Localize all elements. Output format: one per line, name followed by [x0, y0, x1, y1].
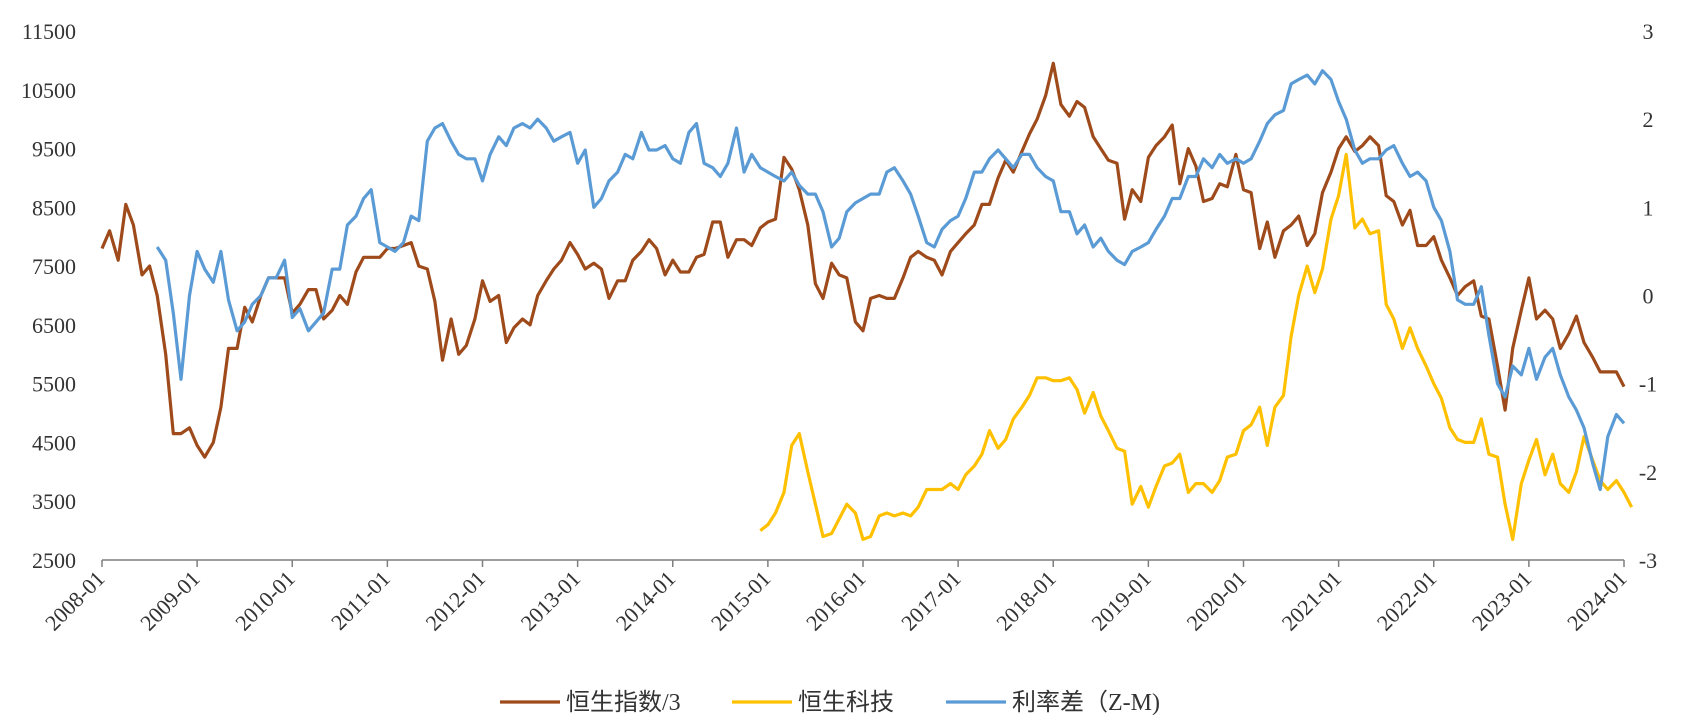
series-layer: [100, 61, 1634, 541]
x-tick-label: 2023-01: [1467, 566, 1537, 636]
right-tick-label: -3: [1639, 548, 1657, 573]
legend-label: 恒生指数/3: [566, 689, 681, 716]
legend-item-hsi: 恒生指数/3: [500, 689, 681, 716]
legend-item-hstech: 恒生科技: [732, 689, 894, 716]
x-tick-label: 2014-01: [611, 566, 681, 636]
left-tick-label: 11500: [22, 19, 76, 44]
x-tick-label: 2013-01: [516, 566, 586, 636]
left-tick-label: 6500: [32, 313, 76, 338]
right-tick-label: 2: [1643, 107, 1654, 132]
legend-label: 恒生科技: [798, 689, 894, 716]
left-tick-label: 9500: [32, 137, 76, 162]
left-tick-label: 4500: [32, 430, 76, 455]
x-tick-label: 2010-01: [230, 566, 300, 636]
x-tick-label: 2022-01: [1372, 566, 1442, 636]
left-tick-label: 7500: [32, 254, 76, 279]
right-tick-label: -1: [1639, 372, 1657, 397]
right-tick-label: 3: [1643, 19, 1654, 44]
left-tick-label: 5500: [32, 372, 76, 397]
x-tick-label: 2015-01: [706, 566, 776, 636]
right-tick-label: -2: [1639, 460, 1657, 485]
series-line-hsi: [100, 61, 1626, 459]
left-tick-label: 10500: [21, 78, 76, 103]
x-tick-label: 2024-01: [1562, 566, 1632, 636]
x-tick-label: 2021-01: [1277, 566, 1347, 636]
left-tick-label: 2500: [32, 548, 76, 573]
left-tick-label: 3500: [32, 489, 76, 514]
right-tick-label: 0: [1643, 284, 1654, 309]
x-axis-labels: 2008-01 2009-01 2010-01 2011-01 2012-01 2013-…: [40, 566, 1632, 636]
series-line-rate-spread: [155, 69, 1626, 492]
x-tick-label: 2011-01: [326, 566, 395, 635]
x-tick-label: 2008-01: [40, 566, 110, 636]
legend-item-rate-spread: 利率差（Z-M): [946, 689, 1160, 716]
x-tick-label: 2020-01: [1182, 566, 1252, 636]
series-line-hstech: [759, 152, 1634, 541]
x-tick-label: 2018-01: [991, 566, 1061, 636]
legend-label: 利率差（Z-M): [1012, 689, 1160, 716]
x-axis-ticks: [101, 560, 1625, 567]
left-axis-ticks: 11500 10500 9500 8500 7500 6500 5500 4500 3500 25…: [21, 19, 76, 573]
x-tick-label: 2016-01: [801, 566, 871, 636]
x-tick-label: 2012-01: [421, 566, 491, 636]
left-tick-label: 8500: [32, 195, 76, 220]
x-tick-label: 2019-01: [1086, 566, 1156, 636]
x-tick-label: 2009-01: [135, 566, 205, 636]
right-axis-ticks: 3 2 1 0 -1 -2 -3: [1639, 19, 1657, 573]
legend: 恒生指数/3 恒生科技 利率差（Z-M): [500, 689, 1160, 716]
x-tick-label: 2017-01: [896, 566, 966, 636]
right-tick-label: 1: [1643, 195, 1654, 220]
